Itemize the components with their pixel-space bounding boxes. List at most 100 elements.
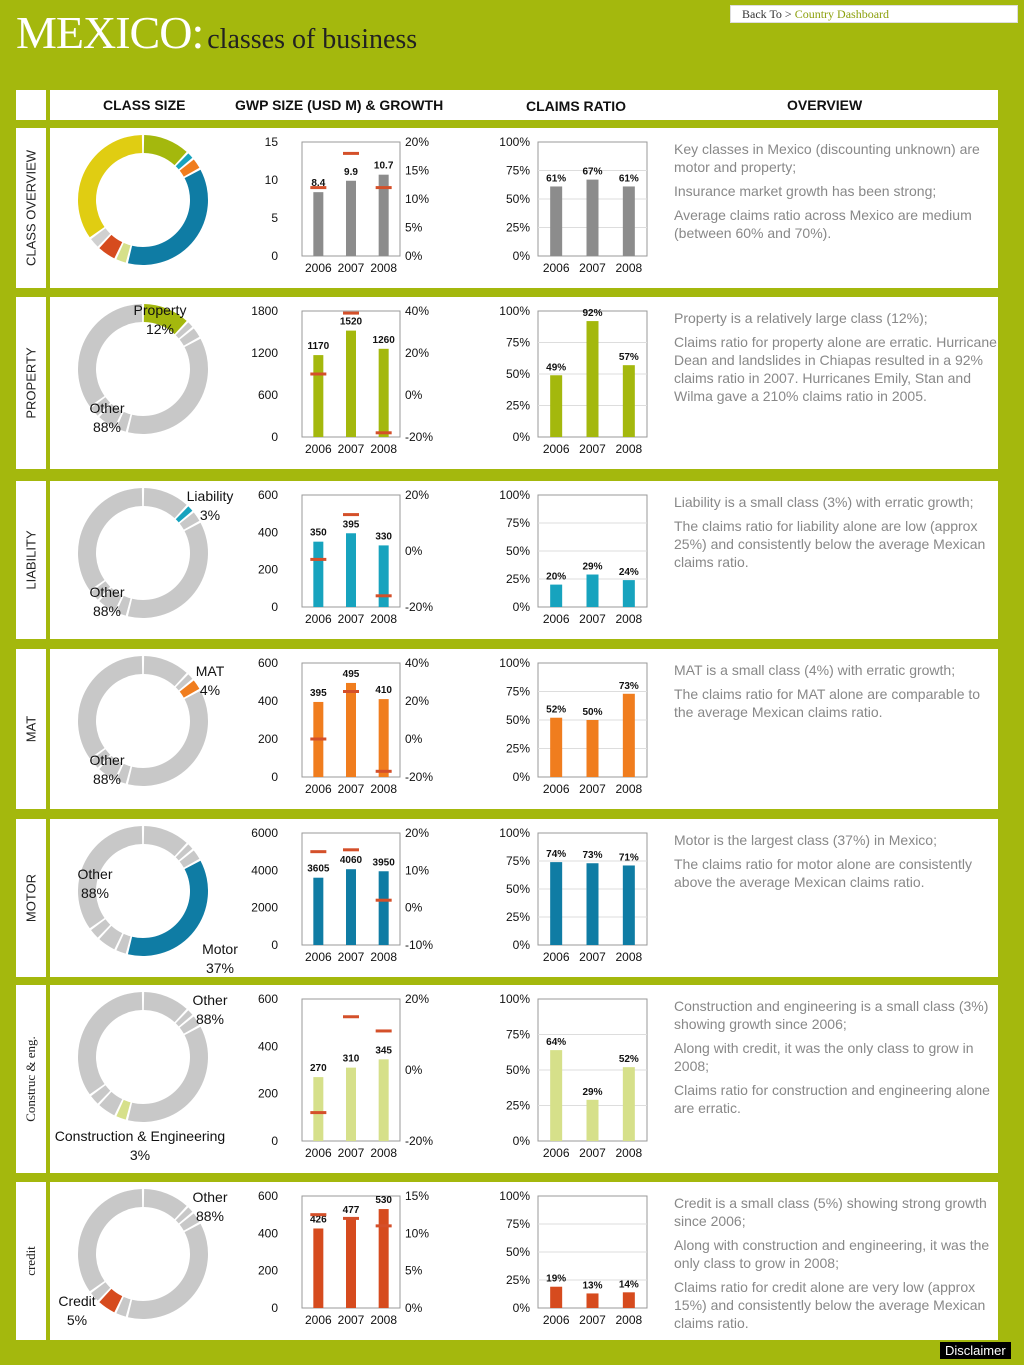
donut-slice — [99, 925, 123, 950]
gwp-x-tick: 2007 — [338, 1313, 365, 1327]
claims-y-tick: 25% — [506, 910, 530, 924]
gwp-y-tick: 0 — [271, 770, 278, 784]
gwp-bar — [313, 192, 324, 256]
gwp-y-tick: 1200 — [251, 346, 278, 360]
overview-paragraph: Along with construction and engineering,… — [674, 1237, 990, 1271]
gwp-growth-tick: 10% — [405, 192, 429, 206]
gwp-value-label: 477 — [343, 1205, 360, 1216]
gwp-growth-marker — [375, 594, 392, 598]
breadcrumb-prefix: Back To > — [742, 7, 792, 21]
claims-y-tick: 0% — [513, 1134, 531, 1148]
gwp-x-tick: 2006 — [305, 782, 332, 796]
gwp-growth-marker — [375, 1029, 392, 1033]
gwp-growth-marker — [343, 151, 359, 155]
overview-paragraph: The claims ratio for motor alone are con… — [674, 856, 973, 890]
donut-slice — [91, 397, 111, 416]
header-claims-ratio: CLAIMS RATIO — [526, 98, 627, 114]
claims-y-tick: 100% — [499, 135, 530, 149]
gwp-growth-tick: -20% — [405, 600, 433, 614]
donut-slice — [116, 595, 131, 616]
gwp-y-tick: 0 — [271, 430, 278, 444]
donut-slice — [143, 304, 187, 335]
class-size-donut: MAT 4% Other 88% — [78, 656, 225, 787]
claims-bar — [550, 375, 563, 437]
donut-slice — [99, 234, 123, 259]
gwp-chart: 600 400 200 0 40% 20% 0% -20% 395 2006 495 2007 410 2… — [258, 656, 433, 796]
claims-y-tick: 50% — [506, 713, 530, 727]
claims-bar — [550, 186, 563, 256]
donut-slice — [91, 581, 111, 600]
donut-slice — [143, 488, 187, 519]
gwp-x-tick: 2007 — [338, 442, 365, 456]
claims-x-tick: 2008 — [615, 612, 642, 626]
claims-bar — [586, 1099, 599, 1141]
overview-text: Liability is a small class (3%) with err… — [674, 493, 1000, 577]
gwp-growth-marker — [343, 690, 359, 693]
claims-bar — [586, 863, 599, 945]
claims-y-tick: 0% — [513, 600, 531, 614]
section-label: LIABILITY — [23, 530, 39, 590]
overview-paragraph: Key classes in Mexico (discounting unkno… — [674, 141, 980, 175]
donut-label-value: 88% — [196, 1011, 224, 1027]
claims-bar — [550, 717, 563, 777]
claims-y-tick: 50% — [506, 192, 530, 206]
donut-label: Construction & Engineering 3% — [55, 1128, 225, 1163]
gwp-value-label: 495 — [343, 669, 360, 680]
claims-x-tick: 2006 — [543, 950, 570, 964]
gwp-value-label: 395 — [343, 519, 360, 530]
section-label: MAT — [23, 715, 39, 743]
gwp-growth-tick: 5% — [405, 221, 423, 235]
gwp-growth-tick: 0% — [405, 1301, 423, 1315]
country-dashboard-link[interactable]: Country Dashboard — [794, 7, 890, 21]
donut-slice — [78, 1189, 143, 1292]
gwp-x-tick: 2008 — [370, 950, 397, 964]
gwp-y-tick: 15 — [265, 135, 279, 149]
gwp-bar — [346, 330, 356, 437]
overview-paragraph: Insurance market growth has been strong; — [674, 183, 937, 199]
gwp-y-tick: 400 — [258, 1039, 278, 1053]
gwp-growth-tick: -20% — [405, 430, 433, 444]
overview-paragraph: Average claims ratio across Mexico are m… — [674, 207, 972, 241]
gwp-y-tick: 10 — [265, 173, 279, 187]
gwp-x-tick: 2007 — [338, 782, 365, 796]
claims-y-tick: 50% — [506, 544, 530, 558]
gwp-x-tick: 2006 — [305, 1146, 332, 1160]
donut-slice — [179, 159, 200, 177]
claims-bar — [622, 186, 635, 256]
disclaimer-button[interactable]: Disclaimer — [940, 1342, 1011, 1359]
gwp-x-tick: 2007 — [338, 612, 365, 626]
section-label-box: Construc & eng. — [16, 985, 46, 1173]
overview-text: Key classes in Mexico (discounting unkno… — [674, 140, 1000, 248]
section-label-box: MOTOR — [16, 819, 46, 977]
donut-label: Liability 3% — [187, 488, 234, 523]
claims-value-label: 61% — [546, 173, 566, 184]
gwp-x-tick: 2006 — [305, 950, 332, 964]
donut-slice — [179, 850, 200, 868]
donut-slice — [143, 992, 187, 1023]
donut-label-name: Liability — [187, 488, 234, 504]
gwp-value-label: 395 — [310, 688, 327, 699]
overview-paragraph: Motor is the largest class (37%) in Mexi… — [674, 832, 937, 848]
claims-value-label: 61% — [619, 173, 639, 184]
class-size-donut: Liability 3% Other 88% — [78, 488, 233, 619]
donut-label-value: 88% — [93, 603, 121, 619]
gwp-value-label: 530 — [375, 1195, 392, 1206]
gwp-bar — [378, 699, 389, 777]
donut-label-name: Other — [89, 584, 124, 600]
claims-ratio-chart: 100% 75% 50% 25% 0% 52% 2006 50% 2007 73% 2008 — [499, 656, 648, 796]
donut-slice — [116, 763, 131, 784]
overview-paragraph: Property is a relatively large class (12… — [674, 310, 928, 326]
gwp-x-tick: 2008 — [370, 442, 397, 456]
gwp-y-tick: 0 — [271, 1301, 278, 1315]
gwp-growth-marker — [375, 431, 392, 435]
donut-slice — [127, 1223, 208, 1319]
donut-label-value: 88% — [81, 885, 109, 901]
gwp-x-tick: 2008 — [370, 782, 397, 796]
donut-label: Other 88% — [192, 1189, 227, 1224]
gwp-growth-tick: 0% — [405, 901, 423, 915]
section-panel: Other 88% Motor 37% 6000 4000 2000 0 20% 10% 0% -10… — [50, 819, 998, 977]
donut-slice — [99, 587, 123, 612]
donut-slice — [179, 1016, 200, 1034]
claims-x-tick: 2007 — [579, 612, 606, 626]
gwp-y-tick: 200 — [258, 1087, 278, 1101]
